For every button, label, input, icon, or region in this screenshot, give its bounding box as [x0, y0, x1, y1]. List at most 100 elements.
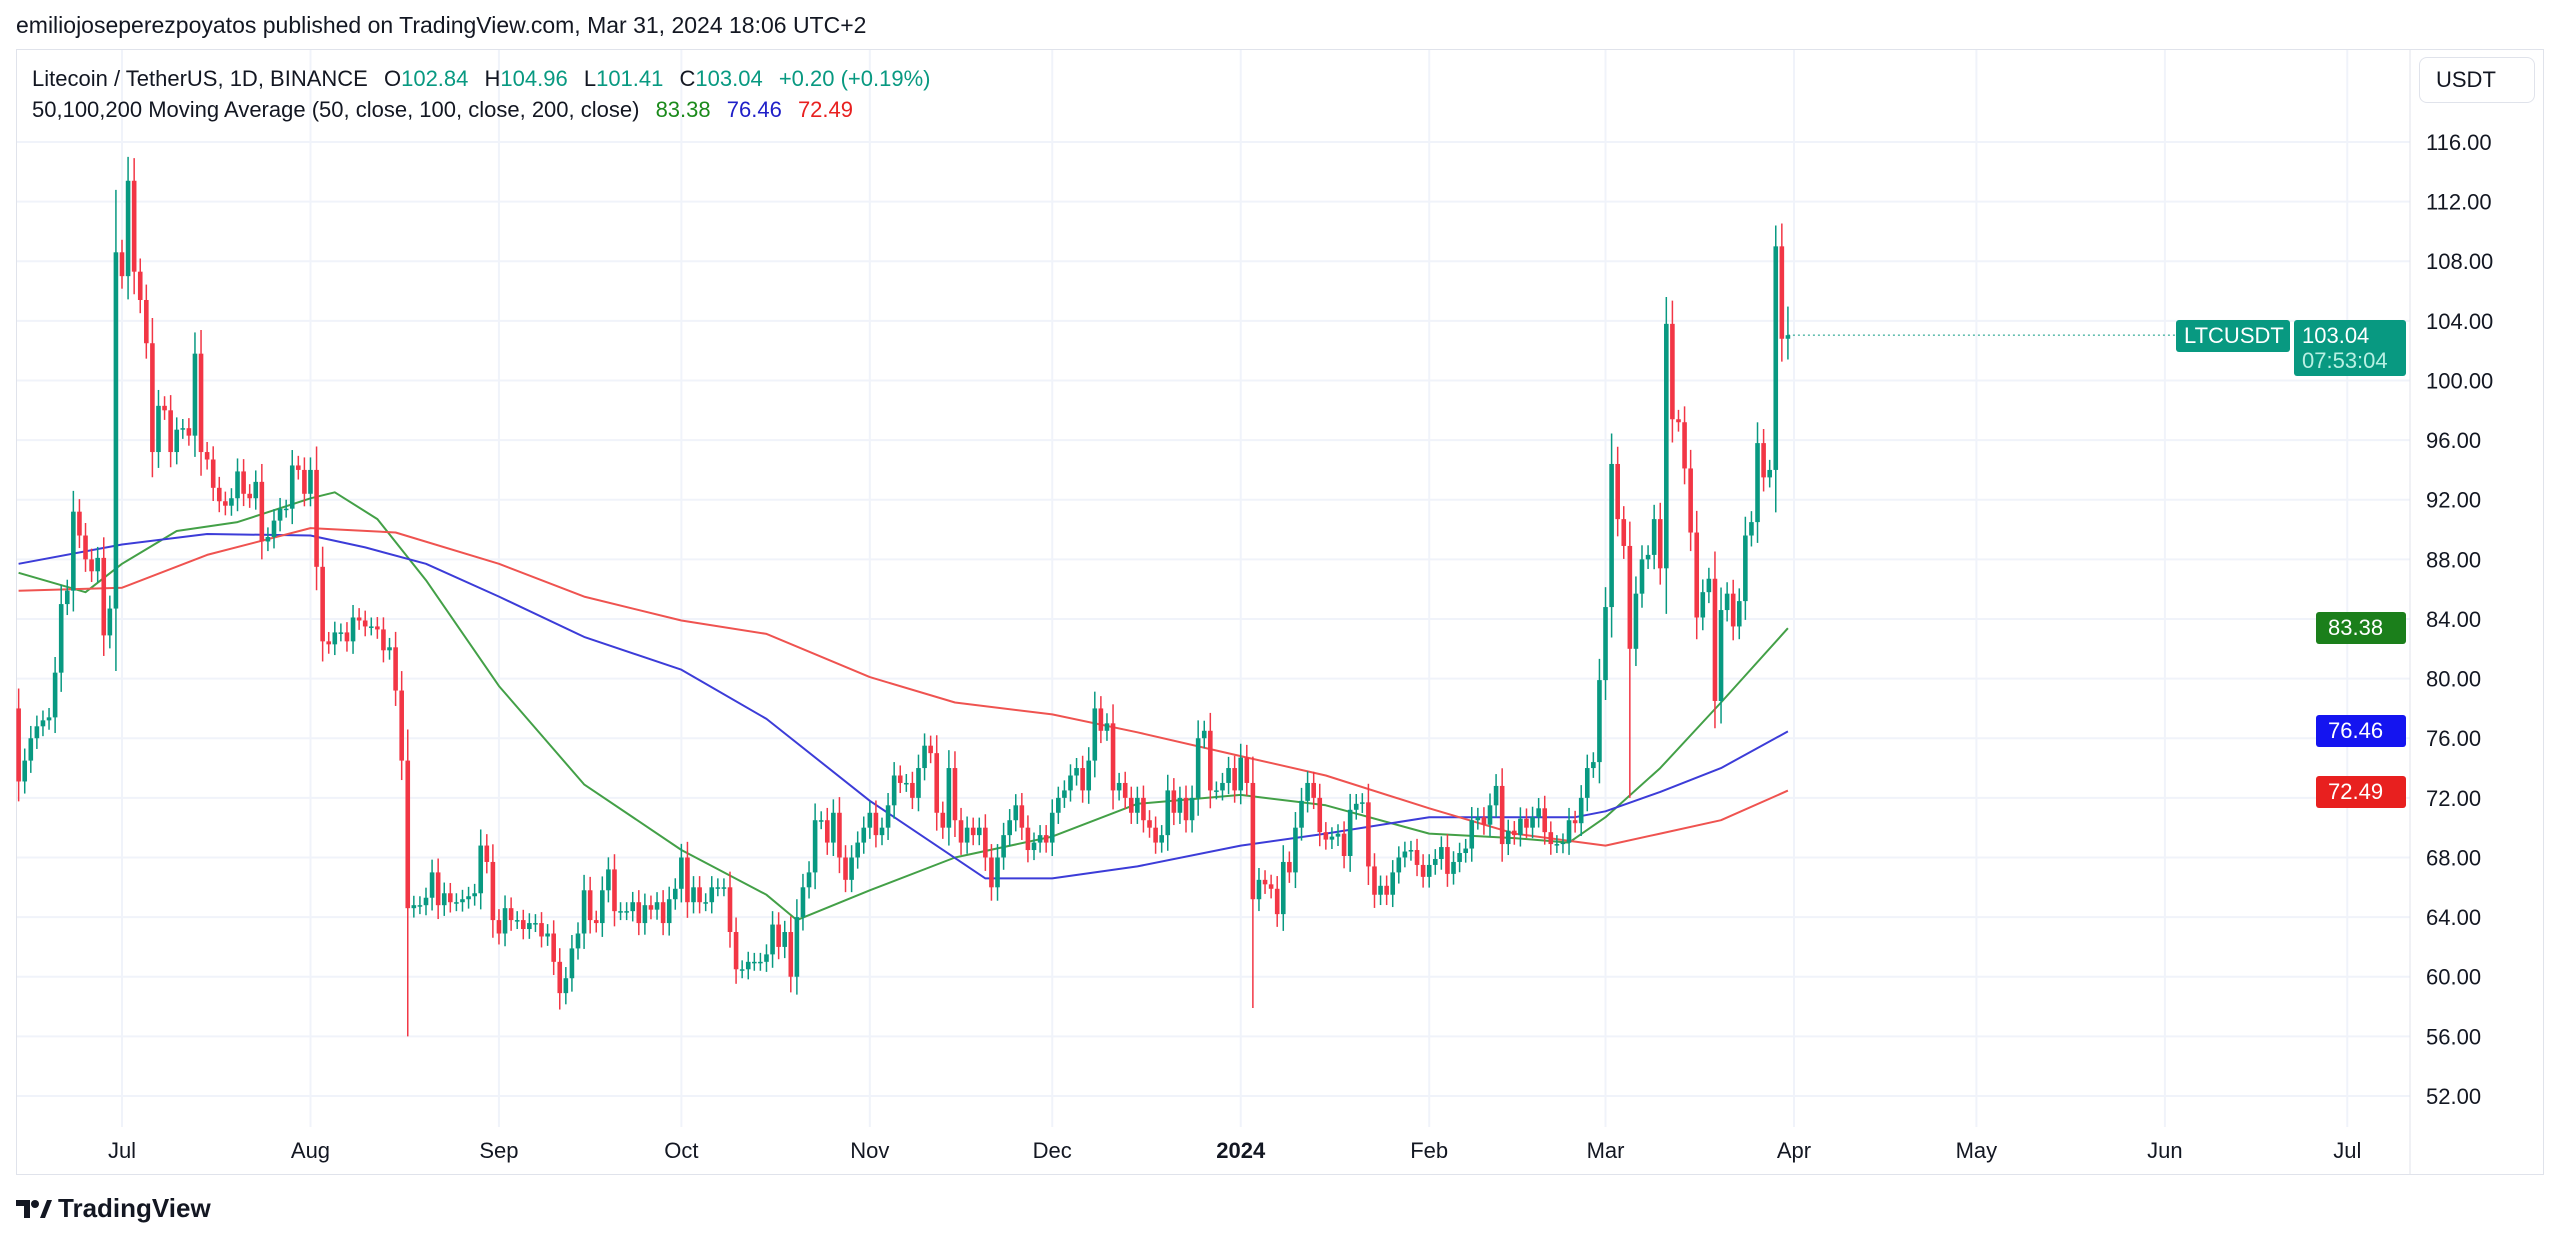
- candle: [849, 845, 854, 893]
- candle: [1524, 808, 1529, 838]
- candle: [1159, 825, 1164, 853]
- candle-body: [970, 827, 976, 836]
- candle: [119, 239, 125, 289]
- candle-body: [1402, 851, 1408, 858]
- candle-body: [788, 932, 794, 977]
- candle: [922, 733, 927, 781]
- candle-body: [904, 782, 909, 785]
- candle: [1299, 787, 1304, 841]
- candle-body: [332, 632, 338, 645]
- candle-body: [800, 887, 806, 918]
- candle: [1584, 754, 1590, 812]
- candle: [1335, 824, 1341, 847]
- candle-body: [1256, 879, 1262, 900]
- tradingview-logo[interactable]: TradingView: [16, 1193, 211, 1224]
- candle-body: [265, 537, 271, 542]
- candle: [326, 631, 332, 654]
- candle-body: [1080, 768, 1085, 791]
- candle-body: [1329, 836, 1335, 840]
- candle-body: [1068, 775, 1073, 791]
- candle: [1135, 786, 1140, 824]
- candle: [314, 446, 319, 591]
- ma-title[interactable]: 50,100,200 Moving Average (50, close, 10…: [32, 97, 640, 122]
- candle: [1171, 778, 1177, 826]
- candle-body: [338, 632, 344, 634]
- candle: [271, 509, 277, 549]
- candle: [1761, 429, 1766, 492]
- candle-body: [697, 887, 702, 903]
- candle-body: [1141, 797, 1146, 821]
- candle-body: [1749, 522, 1754, 536]
- candle-body: [314, 469, 319, 567]
- candle: [1092, 691, 1098, 778]
- candle-body: [1147, 820, 1152, 828]
- ma50-line: [18, 491, 1789, 922]
- candle-body: [891, 775, 897, 806]
- currency-button[interactable]: USDT: [2419, 57, 2535, 103]
- candle: [1366, 783, 1371, 885]
- candle: [758, 952, 763, 971]
- candle-body: [812, 820, 818, 873]
- price-tick-label: 76.00: [2426, 726, 2481, 751]
- candle: [1767, 459, 1772, 488]
- candle-body: [782, 932, 788, 947]
- candle-body: [1524, 818, 1529, 828]
- candle: [1037, 825, 1043, 853]
- candle-body: [679, 857, 684, 889]
- candle: [210, 446, 216, 502]
- price-tick-label: 68.00: [2426, 845, 2481, 870]
- candle: [600, 876, 605, 937]
- candle: [970, 817, 976, 846]
- candle-body: [1007, 820, 1012, 836]
- candle-body: [1250, 782, 1256, 900]
- candle-body: [1560, 842, 1566, 845]
- candle-body: [928, 745, 933, 754]
- candle: [1463, 838, 1468, 863]
- candle-body: [672, 888, 678, 900]
- candle-body: [223, 501, 228, 506]
- candle: [861, 816, 867, 854]
- price-tick-label: 108.00: [2426, 249, 2493, 274]
- candle-body: [752, 961, 757, 964]
- candle-body: [691, 887, 696, 903]
- candle-body: [490, 861, 496, 921]
- ohlc-open: O102.84: [384, 66, 468, 91]
- candle: [1031, 832, 1037, 861]
- candle-body: [721, 887, 727, 889]
- candle: [435, 858, 441, 920]
- candle: [824, 807, 830, 855]
- candle-body: [533, 923, 538, 925]
- candle-body: [1457, 853, 1462, 862]
- candle-body: [1724, 593, 1730, 611]
- candle-body: [393, 647, 398, 691]
- candle: [575, 922, 581, 960]
- candle: [1220, 772, 1225, 801]
- candle-body: [1603, 607, 1608, 681]
- candle: [587, 876, 593, 934]
- candle: [368, 617, 374, 636]
- candle-body: [1469, 820, 1475, 849]
- candle: [1518, 807, 1523, 847]
- candle-body: [1049, 812, 1055, 843]
- candle-body: [642, 905, 648, 924]
- candle: [1122, 771, 1128, 810]
- ma200-value: 72.49: [797, 97, 853, 122]
- symbol-title[interactable]: Litecoin / TetherUS, 1D, BINANCE: [32, 66, 368, 91]
- candle-body: [727, 887, 733, 933]
- candle-body: [1384, 885, 1389, 895]
- candle: [283, 499, 289, 518]
- candle-body: [910, 782, 915, 798]
- candle-body: [1743, 535, 1748, 602]
- candle-body: [1779, 246, 1785, 339]
- candle: [1712, 551, 1718, 729]
- candle: [940, 801, 946, 839]
- candle: [1755, 422, 1760, 543]
- candle-body: [259, 481, 265, 542]
- candle: [1487, 793, 1493, 837]
- candle-body: [1676, 419, 1681, 423]
- candle: [527, 913, 532, 939]
- candle-body: [934, 753, 940, 813]
- candle: [1512, 821, 1517, 845]
- candle: [168, 395, 173, 468]
